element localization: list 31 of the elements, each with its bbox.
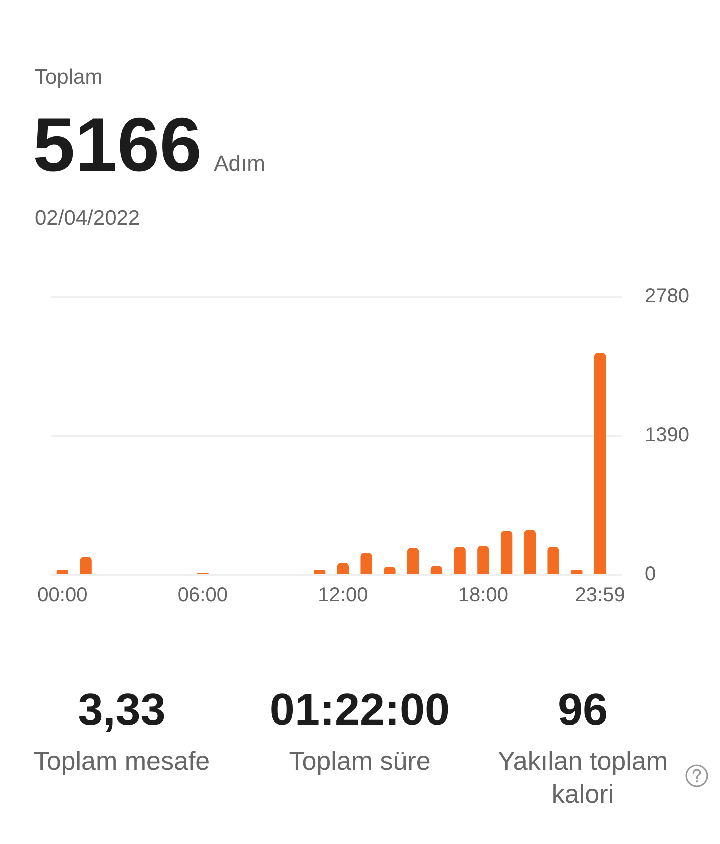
bar <box>314 570 326 574</box>
text: 96 <box>556 684 610 736</box>
bar <box>594 353 606 574</box>
bar <box>454 547 466 574</box>
x-tick-label: 00:00 <box>38 584 88 607</box>
text: Toplam mesafe <box>32 745 212 778</box>
bar <box>407 548 420 574</box>
text: Yakılan toplam kalori <box>496 745 670 811</box>
bar <box>360 553 372 574</box>
bar <box>548 547 560 574</box>
chart-title: Toplam <box>35 66 103 90</box>
chart-subtitle: 02/04/2022 <box>35 207 140 231</box>
bar <box>337 563 350 574</box>
bar <box>571 570 583 574</box>
text: Toplam süre <box>288 745 432 778</box>
x-tick-label: 23:59 <box>575 584 626 607</box>
bar <box>500 531 513 574</box>
text: Adım <box>214 151 266 177</box>
y-tick-label: 2780 <box>645 286 690 308</box>
y-tick-label: 1390 <box>645 424 690 447</box>
text: 01:22:00 <box>268 684 452 736</box>
x-tick-label: 06:00 <box>178 584 228 607</box>
x-tick-label: 12:00 <box>318 584 368 607</box>
bar <box>478 546 490 574</box>
bar <box>524 530 536 574</box>
bar <box>56 570 69 574</box>
x-tick-label: 18:00 <box>458 584 508 607</box>
bar <box>80 557 92 574</box>
text: 3,33 <box>77 684 167 736</box>
y-tick-label: 0 <box>645 564 656 586</box>
text: 5166 <box>33 103 202 188</box>
